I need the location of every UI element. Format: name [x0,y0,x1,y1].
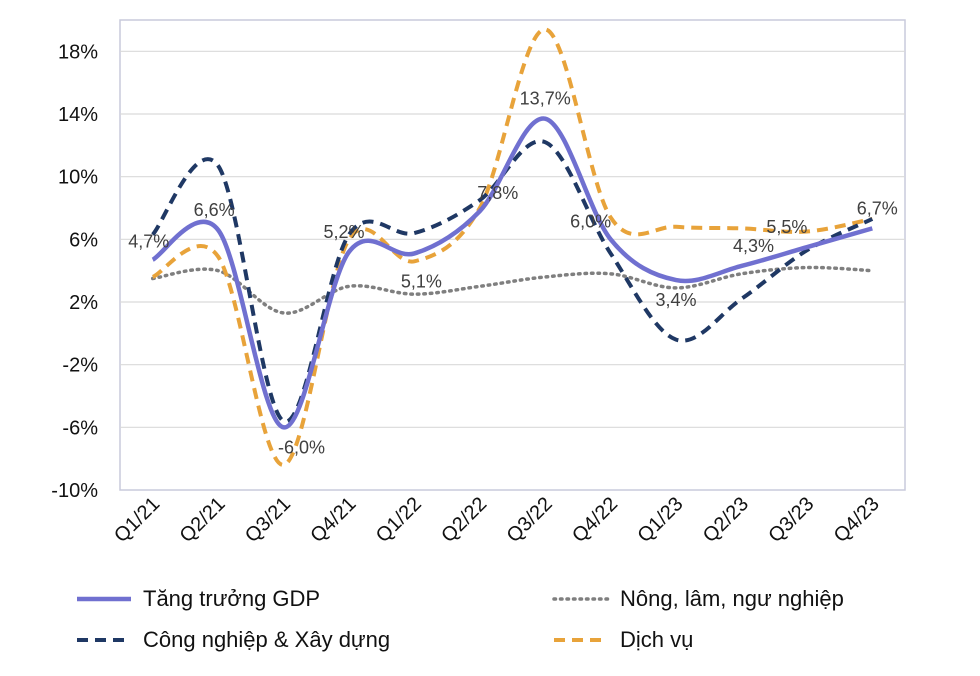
data-label-gdp: 5,2% [323,222,364,242]
y-tick-label: 2% [69,292,98,314]
y-tick-label: 14% [58,104,98,126]
x-tick-label: Q3/22 [503,493,557,547]
data-label-gdp: 3,4% [656,290,697,310]
x-tick-label: Q4/23 [830,493,884,547]
x-tick-label: Q1/23 [633,493,687,547]
x-axis-ticks: Q1/21 Q2/21 Q3/21 Q4/21 Q1/22 Q2/22 Q3/22 Q4/22… [110,493,884,547]
legend-item-gdp: Tăng trưởng GDP [75,586,320,612]
legend-label-cong-nghiep: Công nghiệp & Xây dựng [143,627,391,652]
x-tick-label: Q2/22 [437,493,491,547]
x-tick-label: Q1/21 [110,493,164,547]
data-label-gdp: 6,6% [194,200,235,220]
x-tick-label: Q1/22 [372,493,426,547]
data-label-gdp: 13,7% [520,89,571,109]
legend-label-dich-vu: Dịch vụ [620,627,694,652]
legend-label-gdp: Tăng trưởng GDP [143,586,321,611]
legend-swatch-gdp [77,596,131,602]
legend-item-dich-vu: Dịch vụ [552,627,693,653]
y-tick-label: -2% [62,355,98,377]
series-lines [150,27,875,467]
y-tick-label: 18% [58,41,98,63]
series-line-gdp [151,116,873,430]
y-tick-label: -10% [51,480,98,502]
data-label-gdp: 5,5% [766,217,807,237]
x-tick-label: Q3/23 [764,493,818,547]
y-tick-label: 10% [58,167,98,189]
y-tick-label: 6% [69,229,98,251]
legend-label-nong-lam: Nông, lâm, ngư nghiệp [620,586,844,611]
x-tick-label: Q2/21 [176,493,230,547]
data-label-gdp: 6,7% [857,198,898,218]
legend-item-cong-nghiep: Công nghiệp & Xây dựng [75,627,390,653]
y-axis-ticks: -10% -6% -2% 2% 6% 10% 14% 18% [51,41,98,502]
data-label-gdp: 4,3% [733,236,774,256]
data-label-gdp: 6,0% [570,211,611,231]
series-line-cong-nghiep [151,139,874,424]
series-line-dich-vu [151,27,873,467]
x-tick-label: Q2/23 [699,493,753,547]
series-line-nong-lam [150,265,875,315]
gridlines [120,50,905,428]
data-labels: 4,7% 6,6% -6,0% 5,2% 5,1% 7,8% 13,7% 6,0% 3,4% 4,… [128,89,898,458]
x-tick-label: Q4/21 [306,493,360,547]
data-label-gdp: 7,8% [477,183,518,203]
x-tick-label: Q3/21 [241,493,295,547]
legend-swatch-nong-lam [552,597,610,601]
y-tick-label: -6% [62,417,98,439]
legend-swatch-dich-vu [554,638,608,642]
x-tick-label: Q4/22 [568,493,622,547]
data-label-gdp: -6,0% [278,437,325,457]
data-label-gdp: 4,7% [128,232,169,252]
line-chart: -10%-6%-2%2%6%10%14%18% Q1/21 Q2/21 Q3/21 Q… [51,19,906,547]
legend-swatch-cong-nghiep [77,638,131,642]
plot-area-border [119,19,906,491]
data-label-gdp: 5,1% [401,271,442,291]
legend-item-nong-lam: Nông, lâm, ngư nghiệp [552,586,844,612]
